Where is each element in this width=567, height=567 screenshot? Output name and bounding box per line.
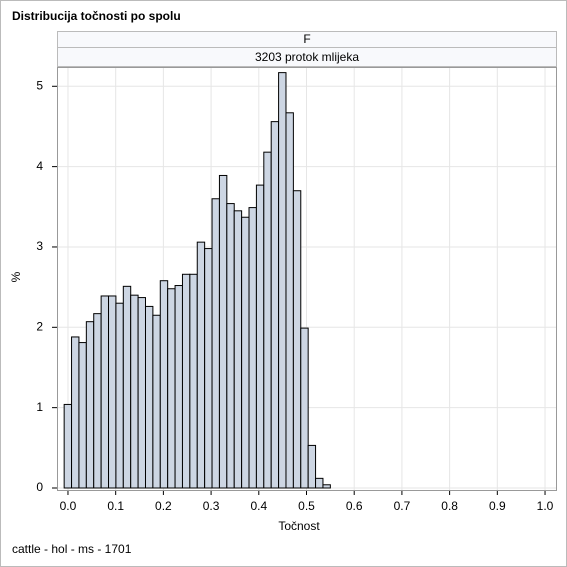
- bar: [211, 198, 220, 489]
- bar: [159, 280, 169, 489]
- x-tick-label: 0.4: [250, 499, 267, 513]
- x-tick-label: 0.1: [107, 499, 124, 513]
- bar: [307, 444, 317, 489]
- bar: [144, 305, 154, 489]
- x-tick-label: 0.0: [60, 499, 77, 513]
- bar: [137, 297, 146, 489]
- panel-header: [57, 47, 557, 67]
- bar: [241, 216, 250, 489]
- y-axis-label: %: [9, 271, 23, 282]
- x-tick-label: 0.5: [298, 499, 315, 513]
- bar: [108, 295, 117, 489]
- bar: [71, 336, 80, 489]
- y-tick-label: 4: [36, 159, 43, 173]
- y-tick-label: 1: [36, 400, 43, 414]
- bar: [167, 288, 176, 489]
- bar: [263, 151, 272, 489]
- bar: [189, 273, 198, 489]
- bar: [174, 285, 183, 489]
- bar: [248, 207, 257, 489]
- bar: [270, 121, 280, 489]
- bar: [322, 484, 331, 489]
- bar: [115, 302, 124, 489]
- bar: [196, 241, 206, 489]
- x-tick-label: 0.6: [346, 499, 363, 513]
- bar: [315, 477, 324, 489]
- panel-label: F: [303, 32, 310, 46]
- plot-frame: [57, 67, 557, 491]
- y-tick-label: 0: [36, 480, 43, 494]
- bar: [300, 327, 309, 489]
- chart-title: Distribucija točnosti po spolu: [12, 9, 181, 23]
- bar: [181, 273, 191, 489]
- y-tick-label: 5: [36, 78, 43, 92]
- bar: [63, 403, 73, 489]
- y-tick-label: 2: [36, 319, 43, 333]
- x-axis-label: Točnost: [278, 519, 320, 533]
- bar: [278, 72, 287, 489]
- y-tick-label: 3: [36, 239, 43, 253]
- x-tick-label: 0.9: [489, 499, 506, 513]
- bar: [78, 342, 87, 489]
- bar: [285, 112, 294, 489]
- bar: [226, 203, 235, 489]
- bar: [218, 174, 228, 489]
- x-tick-label: 0.2: [155, 499, 172, 513]
- panel-label: 3203 protok mlijeka: [255, 50, 359, 64]
- bar: [152, 314, 161, 489]
- bar: [93, 313, 102, 489]
- bar: [204, 248, 213, 489]
- bar: [292, 190, 302, 489]
- footnote: cattle - hol - ms - 1701: [12, 542, 132, 556]
- bar: [233, 210, 243, 489]
- bar: [100, 295, 110, 489]
- bar: [85, 321, 95, 489]
- x-tick-label: 0.3: [203, 499, 220, 513]
- x-tick-label: 1.0: [537, 499, 554, 513]
- x-tick-label: 0.7: [394, 499, 411, 513]
- x-tick-label: 0.8: [441, 499, 458, 513]
- bar: [130, 294, 139, 489]
- bar: [255, 184, 265, 489]
- bar: [122, 285, 132, 489]
